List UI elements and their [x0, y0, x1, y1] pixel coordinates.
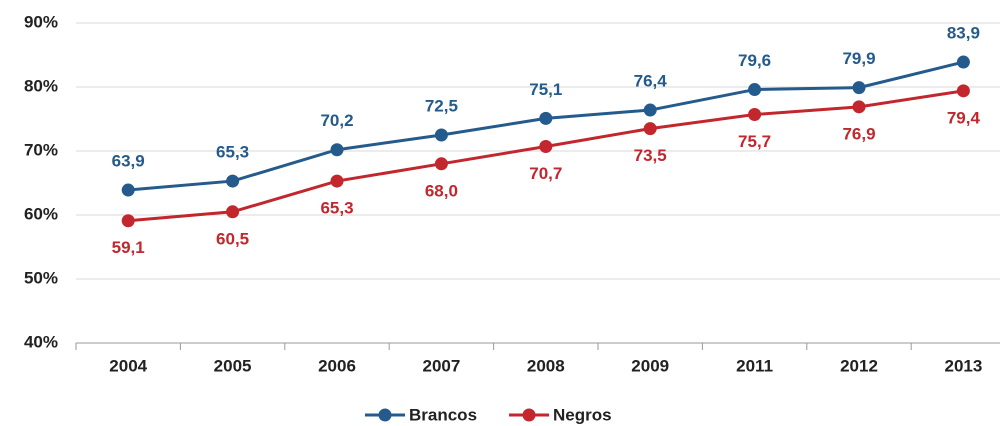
data-label: 76,4 — [634, 72, 668, 91]
point — [748, 108, 762, 122]
data-label: 63,9 — [112, 152, 145, 171]
point — [852, 100, 866, 114]
data-label: 76,9 — [842, 124, 875, 143]
point — [330, 174, 344, 188]
y-tick-label: 80% — [24, 76, 58, 95]
data-label: 70,7 — [529, 164, 562, 183]
y-tick-label: 70% — [24, 140, 58, 159]
x-tick-label: 2009 — [631, 356, 669, 375]
data-label: 79,9 — [842, 49, 875, 68]
data-label: 70,2 — [320, 111, 353, 130]
data-label: 65,3 — [216, 143, 249, 162]
y-tick-label: 60% — [24, 204, 58, 223]
point — [434, 157, 448, 171]
x-tick-label: 2004 — [109, 356, 147, 375]
x-tick-label: 2011 — [736, 356, 773, 375]
legend-label: Negros — [553, 405, 612, 424]
data-label: 75,1 — [529, 80, 562, 99]
legend-label: Brancos — [409, 405, 477, 424]
point — [226, 205, 240, 219]
point — [226, 174, 240, 188]
point — [434, 128, 448, 142]
data-label: 72,5 — [425, 96, 458, 115]
x-tick-label: 2013 — [944, 356, 982, 375]
data-label: 59,1 — [112, 238, 145, 257]
point — [956, 55, 970, 69]
x-tick-label: 2005 — [214, 356, 252, 375]
data-label: 73,5 — [634, 146, 667, 165]
data-label: 79,6 — [738, 51, 771, 70]
point — [643, 103, 657, 117]
point — [852, 81, 866, 95]
data-label: 60,5 — [216, 229, 249, 248]
data-label: 83,9 — [947, 24, 980, 43]
y-tick-label: 50% — [24, 268, 58, 287]
legend-marker — [378, 408, 392, 422]
point — [539, 140, 553, 154]
point — [121, 183, 135, 197]
x-tick-label: 2008 — [527, 356, 565, 375]
point — [956, 84, 970, 98]
series-line — [128, 89, 964, 223]
x-tick-label: 2012 — [840, 356, 878, 375]
data-label: 68,0 — [425, 181, 458, 200]
y-tick-label: 40% — [24, 332, 58, 351]
data-label: 75,7 — [738, 132, 771, 151]
point — [643, 122, 657, 136]
x-tick-label: 2007 — [422, 356, 460, 375]
y-tick-label: 90% — [24, 12, 58, 31]
legend-marker — [522, 408, 536, 422]
x-tick-label: 2006 — [318, 356, 356, 375]
point — [539, 111, 553, 125]
point — [330, 143, 344, 157]
data-label: 79,4 — [947, 108, 981, 127]
point — [748, 83, 762, 97]
data-label: 65,3 — [320, 199, 353, 218]
point — [121, 214, 135, 228]
